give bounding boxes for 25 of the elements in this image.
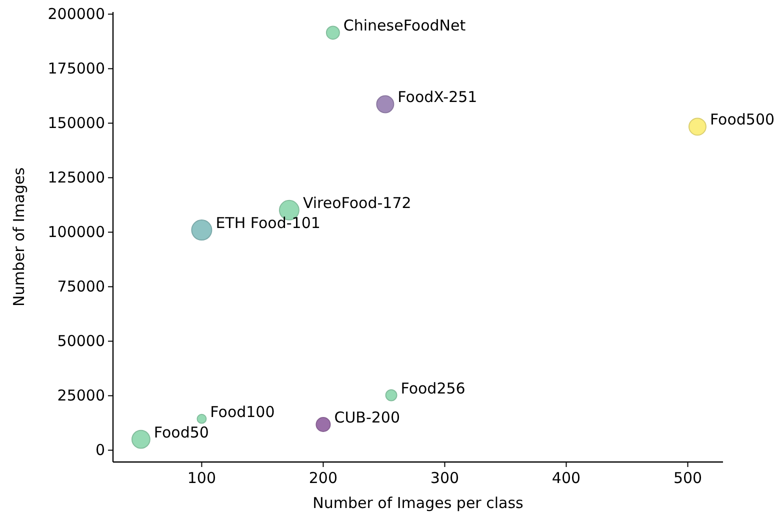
annotation: FoodX-251 (398, 88, 478, 106)
y-tick-label: 50000 (57, 332, 105, 350)
x-tick-label: 100 (187, 469, 216, 487)
annotation: Food50 (154, 423, 209, 442)
annotation: Food100 (210, 402, 275, 421)
y-tick-label: 125000 (48, 168, 105, 187)
y-tick-label: 75000 (57, 278, 105, 296)
y-tick-label: 200000 (48, 5, 105, 24)
x-tick-label: 200 (308, 469, 338, 487)
x-tick-label: 500 (673, 469, 702, 487)
annotation: ETH Food-101 (216, 214, 320, 232)
annotation: CUB-200 (334, 408, 400, 426)
annotation: Food256 (400, 379, 466, 398)
x-tick-label: 400 (552, 469, 581, 487)
annotation: ChineseFoodNet (343, 16, 466, 35)
y-tick-label: 150000 (48, 114, 105, 132)
y-tick-label: 100000 (48, 223, 105, 242)
y-tick-label: 175000 (48, 60, 105, 78)
annotation: VireoFood-172 (302, 194, 412, 212)
y-axis-title: Number of Images (10, 167, 28, 307)
x-axis-title: Number of Images per class (312, 494, 524, 512)
y-tick-label: 0 (95, 441, 105, 460)
annotation: Food500 (710, 110, 775, 129)
y-tick-label: 25000 (57, 386, 105, 405)
x-tick-label: 300 (430, 469, 460, 487)
